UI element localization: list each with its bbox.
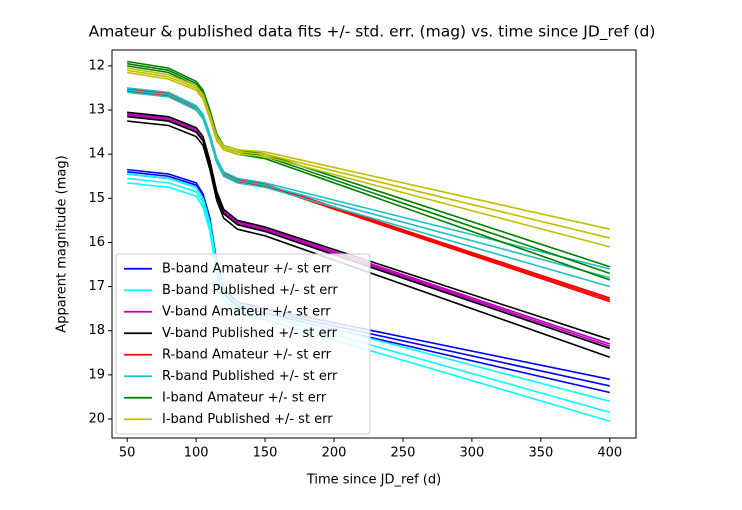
legend-label: R-band Amateur +/- st err <box>162 347 332 362</box>
series-line <box>127 115 611 350</box>
x-tick-label: 150 <box>253 446 278 461</box>
legend-label: I-band Amateur +/- st err <box>162 390 327 405</box>
legend-label: B-band Published +/- st err <box>162 283 338 298</box>
series-line <box>127 120 611 358</box>
series-line <box>127 71 611 248</box>
x-axis-label: Time since JD_ref (d) <box>306 473 441 488</box>
y-tick-label: 18 <box>88 323 105 338</box>
y-tick-label: 12 <box>88 58 105 73</box>
legend-box <box>115 253 371 435</box>
series-line <box>127 65 611 281</box>
x-tick-label: 200 <box>322 446 347 461</box>
y-tick-label: 17 <box>88 279 105 294</box>
x-tick-label: 50 <box>119 446 136 461</box>
chart-title: Amateur & published data fits +/- std. e… <box>89 23 656 42</box>
legend-label: I-band Published +/- st err <box>162 412 333 427</box>
y-tick-label: 16 <box>88 235 105 250</box>
plot-frame <box>111 49 637 439</box>
legend-label: V-band Amateur +/- st err <box>162 304 331 319</box>
legend-label: B-band Amateur +/- st err <box>162 261 332 276</box>
x-tick-label: 400 <box>597 446 622 461</box>
y-axis-label: Apparent magnitude (mag) <box>55 155 70 332</box>
y-tick-label: 19 <box>88 367 105 382</box>
legend-label: R-band Published +/- st err <box>162 369 338 384</box>
y-tick-label: 14 <box>88 147 105 162</box>
y-tick-label: 15 <box>88 191 105 206</box>
x-tick-label: 100 <box>184 446 209 461</box>
series-line <box>127 111 611 341</box>
y-tick-label: 20 <box>88 412 105 427</box>
series-line <box>127 91 611 288</box>
x-tick-label: 250 <box>391 446 416 461</box>
x-tick-label: 300 <box>459 446 484 461</box>
legend-label: V-band Published +/- st err <box>162 326 338 341</box>
y-tick-label: 13 <box>88 103 105 118</box>
x-tick-label: 350 <box>528 446 553 461</box>
